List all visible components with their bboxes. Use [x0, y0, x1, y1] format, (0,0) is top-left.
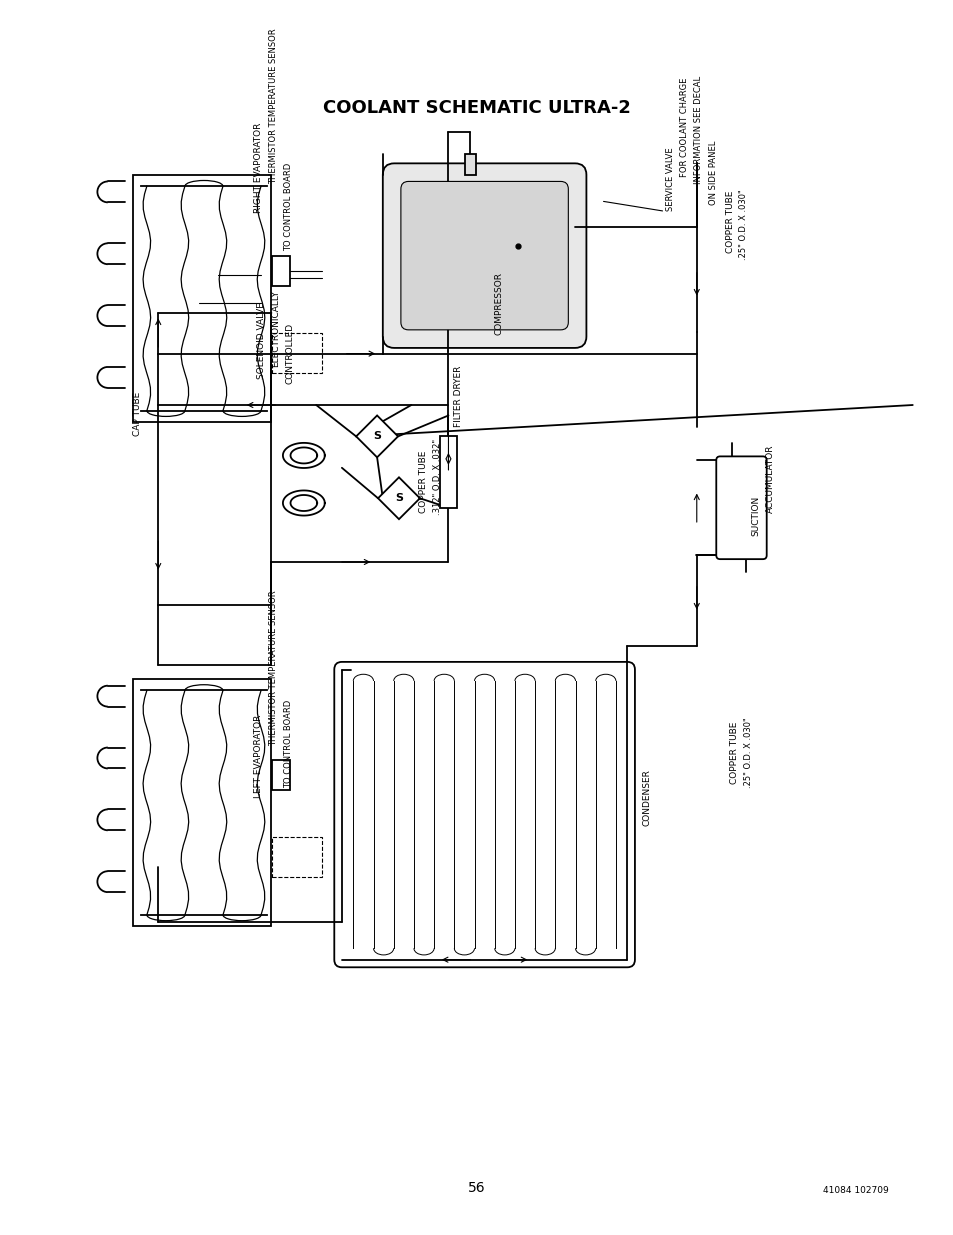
Text: ELECTRONICALLY: ELECTRONICALLY [271, 290, 280, 367]
Text: THERMISTOR TEMPERATURE SENSOR: THERMISTOR TEMPERATURE SENSOR [269, 28, 278, 184]
Text: ACCUMULATOR: ACCUMULATOR [765, 445, 774, 513]
Polygon shape [394, 175, 575, 336]
Bar [464, 154, 476, 175]
Text: COMPRESSOR: COMPRESSOR [494, 272, 503, 335]
Text: S: S [395, 493, 402, 503]
Text: FOR COOLANT CHARGE: FOR COOLANT CHARGE [679, 78, 688, 177]
Text: SOLENOID VALVE: SOLENOID VALVE [256, 303, 266, 379]
Text: .25" O.D. X .030": .25" O.D. X .030" [743, 718, 752, 788]
Text: .312" O.D. X .032": .312" O.D. X .032" [433, 440, 441, 515]
Text: TO CONTROL BOARD: TO CONTROL BOARD [284, 163, 294, 251]
Bar [132, 679, 271, 926]
Bar [273, 332, 321, 373]
Text: CAP TUBE: CAP TUBE [133, 393, 142, 436]
Text: CONTROLLED: CONTROLLED [285, 324, 294, 384]
FancyBboxPatch shape [382, 163, 586, 348]
Bar [439, 436, 456, 508]
Text: SUCTION: SUCTION [751, 496, 760, 536]
Text: CONDENSER: CONDENSER [641, 769, 651, 826]
Text: 56: 56 [468, 1181, 485, 1194]
Text: 41084 102709: 41084 102709 [822, 1186, 888, 1194]
Polygon shape [355, 415, 397, 457]
Text: COOLANT SCHEMATIC ULTRA-2: COOLANT SCHEMATIC ULTRA-2 [323, 99, 630, 116]
Polygon shape [377, 477, 419, 519]
Text: S: S [373, 431, 380, 441]
Bar [273, 837, 321, 877]
Text: .25" O.D. X .030": .25" O.D. X .030" [739, 190, 747, 261]
Text: THERMISTOR TEMPERATURE SENSOR: THERMISTOR TEMPERATURE SENSOR [269, 590, 278, 746]
Text: RIGHT EVAPORATOR: RIGHT EVAPORATOR [253, 122, 263, 212]
FancyBboxPatch shape [716, 457, 766, 559]
Text: FILTER DRYER: FILTER DRYER [454, 366, 462, 427]
Text: INFORMATION SEE DECAL: INFORMATION SEE DECAL [694, 77, 702, 184]
Text: SERVICE VALVE: SERVICE VALVE [665, 147, 674, 211]
Text: COPPER TUBE: COPPER TUBE [725, 190, 734, 253]
Text: COPPER TUBE: COPPER TUBE [418, 450, 427, 513]
Text: TO CONTROL BOARD: TO CONTROL BOARD [284, 700, 294, 788]
Bar [273, 256, 290, 287]
Bar [273, 760, 290, 790]
FancyBboxPatch shape [400, 182, 568, 330]
Bar [132, 175, 271, 422]
Text: COPPER TUBE: COPPER TUBE [729, 721, 738, 784]
Text: ON SIDE PANEL: ON SIDE PANEL [708, 141, 717, 205]
Text: LEFT EVAPORATOR: LEFT EVAPORATOR [253, 715, 263, 798]
